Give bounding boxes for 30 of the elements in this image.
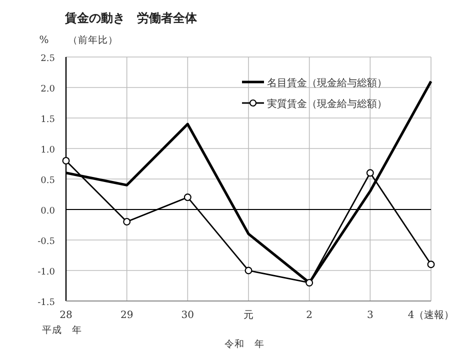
y-tick-label: 1.5 [40, 115, 56, 125]
y-tick-label: 2.0 [40, 84, 56, 94]
x-tick-label: 28 [60, 310, 72, 321]
y-tick-label: -1.0 [38, 268, 56, 278]
y-tick-label: 0.0 [40, 206, 56, 216]
point [184, 194, 192, 202]
legend-label: 実質賃金（現金給与総額） [267, 98, 387, 110]
chart-title: 賃金の動き 労働者全体 [64, 11, 198, 25]
x-tick-label: 30 [181, 310, 194, 321]
y-axis-title: % [39, 35, 49, 46]
text: 令和 年 [224, 338, 264, 350]
point [62, 156, 70, 164]
x-tick-label: 元 [244, 310, 254, 321]
x-tick-label: 29 [120, 310, 134, 321]
point [244, 266, 252, 274]
y-tick-label: 0.5 [40, 176, 56, 186]
y-tick-label: 1.0 [40, 146, 56, 156]
y-tick-label: -1.5 [38, 298, 56, 308]
y-tick-label: -0.5 [38, 237, 56, 247]
point [306, 278, 314, 286]
x-tick-label: 2 [306, 310, 313, 321]
chart-subtitle: （前年比） [68, 34, 118, 46]
point [427, 260, 435, 268]
legend-label: 名目賃金（現金給与総額） [267, 77, 387, 89]
point [123, 218, 131, 226]
y-tick-label: 2.5 [40, 54, 56, 64]
x-tick-label: 4（速報） [408, 309, 454, 321]
point [366, 169, 374, 177]
text: 平成 年 [42, 324, 82, 336]
x-tick-label: 3 [366, 310, 374, 321]
